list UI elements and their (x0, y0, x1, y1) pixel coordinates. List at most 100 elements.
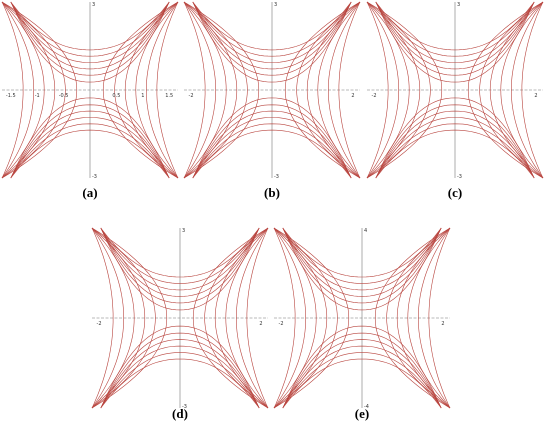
trajectory (327, 1, 361, 179)
trajectory (10, 97, 170, 179)
trajectory (100, 325, 260, 409)
trajectory (282, 227, 442, 304)
x-tick-label: 2 (259, 321, 262, 327)
trajectory (282, 227, 442, 278)
trajectory (91, 227, 125, 409)
x-tick-label: -2 (279, 321, 284, 327)
x-tick-label: -1 (35, 93, 40, 99)
trajectory (192, 129, 352, 179)
y-tick-label: -3 (274, 174, 279, 180)
trajectory (366, 1, 389, 179)
trajectory (273, 227, 296, 409)
trajectory (282, 339, 442, 409)
trajectory (282, 227, 442, 297)
trajectory (417, 227, 451, 409)
trajectory (10, 117, 170, 179)
x-tick-label: 2 (351, 93, 354, 99)
panel-label: (d) (172, 406, 188, 421)
trajectory (375, 104, 535, 179)
trajectory (91, 227, 146, 409)
y-tick-label: 3 (92, 2, 95, 8)
trajectory (192, 1, 352, 63)
trajectory (375, 1, 535, 63)
trajectory (1, 1, 45, 179)
trajectory (135, 1, 179, 179)
x-tick-label: 2 (534, 93, 537, 99)
trajectory (10, 110, 170, 179)
trajectory (282, 325, 442, 409)
trajectory (282, 352, 442, 409)
trajectory (500, 1, 544, 179)
trajectory (192, 1, 352, 57)
trajectory (479, 1, 544, 179)
trajectory (10, 1, 170, 57)
trajectory (100, 352, 260, 409)
trajectory (428, 227, 451, 409)
trajectory (366, 1, 410, 179)
trajectory (282, 332, 442, 409)
trajectory (91, 227, 156, 409)
trajectory (10, 1, 170, 83)
trajectory (317, 1, 361, 179)
x-tick-label: 1.5 (165, 93, 173, 99)
trajectory (1, 1, 66, 179)
trajectory (521, 1, 544, 179)
trajectory (273, 227, 350, 409)
trajectory (102, 1, 179, 179)
phase-portrait: -2 2 4 -4 (273, 227, 451, 410)
trajectory (375, 110, 535, 179)
trajectory (282, 227, 442, 291)
trajectory (273, 227, 338, 409)
trajectory (10, 1, 170, 70)
trajectory (10, 1, 170, 76)
trajectory (375, 1, 535, 70)
trajectory (235, 227, 269, 409)
trajectory (100, 227, 260, 284)
trajectory (192, 1, 352, 51)
trajectory (375, 123, 535, 179)
trajectory (10, 123, 170, 179)
trajectory (366, 1, 443, 179)
trajectory (183, 1, 238, 179)
trajectory (282, 345, 442, 409)
trajectory (375, 1, 535, 57)
phase-portrait: -2 2 3 -3 (366, 1, 544, 180)
trajectory (1, 1, 35, 179)
trajectory (246, 227, 269, 409)
trajectory (1, 1, 56, 179)
trajectory (100, 227, 260, 311)
trajectory (1, 1, 24, 179)
panel-label: (b) (264, 185, 280, 200)
trajectory (10, 129, 170, 179)
y-tick-label: -4 (364, 404, 369, 410)
trajectory (100, 227, 260, 278)
trajectory (91, 227, 168, 409)
phase-portrait: -2 2 3 -3 (183, 1, 361, 180)
x-tick-label: 1 (141, 93, 144, 99)
trajectory (273, 227, 307, 409)
trajectory (183, 1, 206, 179)
trajectory (183, 1, 217, 179)
trajectory (100, 345, 260, 409)
trajectory (338, 1, 361, 179)
x-tick-label: -0.5 (59, 93, 69, 99)
trajectory (156, 1, 179, 179)
x-tick-label: -1.5 (6, 93, 16, 99)
x-tick-label: 0.5 (112, 93, 120, 99)
trajectory (183, 1, 248, 179)
y-tick-label: 3 (182, 228, 185, 234)
trajectory (10, 104, 170, 179)
trajectory (374, 227, 451, 409)
trajectory (375, 1, 535, 83)
y-tick-label: -3 (92, 174, 97, 180)
trajectory (192, 117, 352, 179)
trajectory (386, 227, 451, 409)
trajectory (273, 227, 317, 409)
trajectory (192, 1, 352, 83)
trajectory (282, 227, 442, 284)
trajectory (407, 227, 451, 409)
y-tick-label: 3 (274, 2, 277, 8)
x-tick-label: -2 (372, 93, 377, 99)
trajectory (183, 1, 260, 179)
trajectory (375, 97, 535, 179)
